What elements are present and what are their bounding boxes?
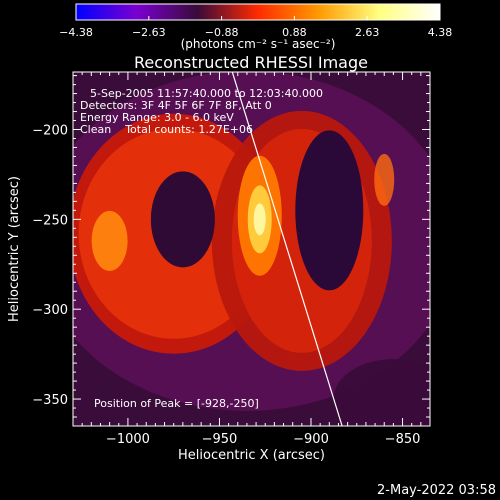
colorbar-tick-label: −0.88 xyxy=(205,26,239,39)
x-tick-label: −1000 xyxy=(106,432,150,447)
emission-region xyxy=(295,130,364,291)
peak-position-label: Position of Peak = [-928,-250] xyxy=(94,397,259,410)
emission-region xyxy=(253,203,266,236)
y-axis: −350 −300 −250 −200 xyxy=(32,75,430,427)
colorbar-tick-label: −2.63 xyxy=(132,26,166,39)
chart-title: Reconstructed RHESSI Image xyxy=(134,53,368,72)
colorbar-tick-label: 2.63 xyxy=(355,26,380,39)
info-line: Detectors: 3F 4F 5F 6F 7F 8F, Att 0 xyxy=(80,99,272,112)
x-tick-label: −850 xyxy=(385,432,421,447)
colorbar-frame xyxy=(75,3,441,21)
colorbar-units-label: (photons cm⁻² s⁻¹ asec⁻²) xyxy=(181,37,336,51)
info-line: Clean Total counts: 1.27E+06 xyxy=(80,123,253,136)
x-tick-label: −950 xyxy=(202,432,238,447)
emission-region xyxy=(150,171,215,268)
x-axis-label: Heliocentric X (arcsec) xyxy=(178,448,325,463)
emission-map xyxy=(73,72,430,426)
plot-area xyxy=(73,72,430,426)
colorbar-tick-label: −4.38 xyxy=(59,26,93,39)
emission-region xyxy=(91,210,128,271)
colorbar-ticks: −4.38 −2.63 −0.88 0.88 2.63 4.38 xyxy=(59,16,452,39)
timestamp-footer: 2-May-2022 03:58 xyxy=(377,483,496,498)
x-axis: −1000 −950 −900 −850 xyxy=(81,72,431,447)
x-tick-label: −900 xyxy=(293,432,329,447)
colorbar-tick-label: 0.88 xyxy=(282,26,307,39)
emission-region xyxy=(374,153,395,206)
solar-limb-line xyxy=(231,72,343,426)
y-tick-label: −200 xyxy=(32,124,68,139)
y-tick-label: −300 xyxy=(32,303,68,318)
y-tick-label: −350 xyxy=(32,393,68,408)
y-tick-label: −250 xyxy=(32,213,68,228)
info-line: Energy Range: 3.0 - 6.0 keV xyxy=(80,111,234,124)
plot-frame xyxy=(72,71,431,427)
observation-info: 5-Sep-2005 11:57:40.000 to 12:03:40.000D… xyxy=(80,87,323,136)
info-line: 5-Sep-2005 11:57:40.000 to 12:03:40.000 xyxy=(90,87,323,100)
colorbar-tick-label: 4.38 xyxy=(428,26,453,39)
y-axis-label: Heliocentric Y (arcsec) xyxy=(7,176,22,322)
colorbar xyxy=(76,4,440,20)
emission-region xyxy=(333,359,430,426)
